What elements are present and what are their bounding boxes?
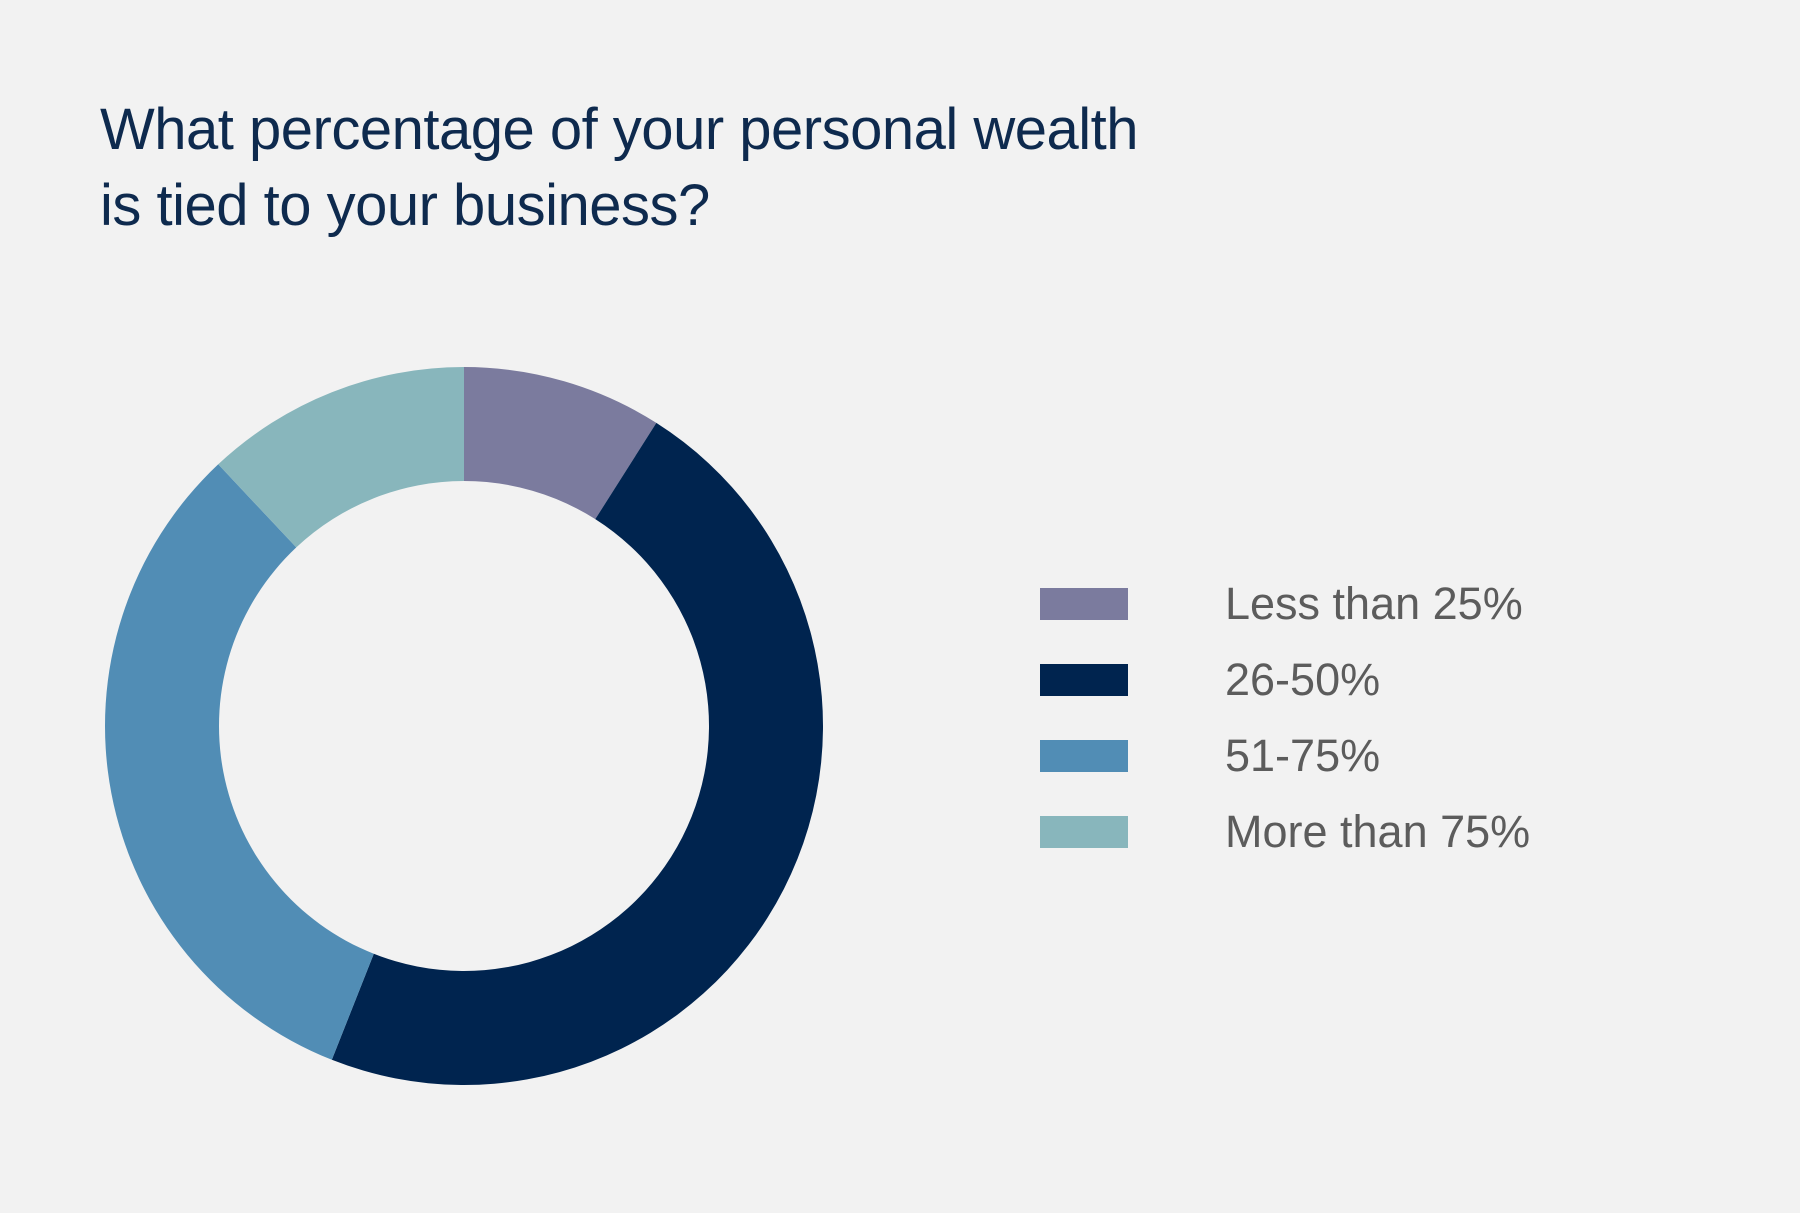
donut-slice-1 <box>464 367 657 520</box>
chart-title: What percentage of your personal wealth … <box>100 92 1139 244</box>
donut-slice-3 <box>104 464 374 1060</box>
legend-item: Less than 25% <box>1040 566 1530 642</box>
legend: Less than 25% 26-50% 51-75% More than 75% <box>1040 566 1530 870</box>
legend-swatch <box>1040 664 1128 696</box>
legend-item: More than 75% <box>1040 794 1530 870</box>
legend-item: 51-75% <box>1040 718 1530 794</box>
chart-title-line-1: What percentage of your personal wealth <box>100 97 1139 162</box>
legend-label: 26-50% <box>1225 654 1381 705</box>
legend-label: 51-75% <box>1225 730 1381 781</box>
donut-slice-2 <box>331 422 824 1086</box>
chart-title-line-2: is tied to your business? <box>100 173 710 238</box>
legend-swatch <box>1040 740 1128 772</box>
legend-label: Less than 25% <box>1225 578 1523 629</box>
donut-slice-4 <box>218 367 464 548</box>
legend-swatch <box>1040 588 1128 620</box>
legend-label: More than 75% <box>1225 806 1531 857</box>
legend-item: 26-50% <box>1040 642 1530 718</box>
legend-swatch <box>1040 816 1128 848</box>
